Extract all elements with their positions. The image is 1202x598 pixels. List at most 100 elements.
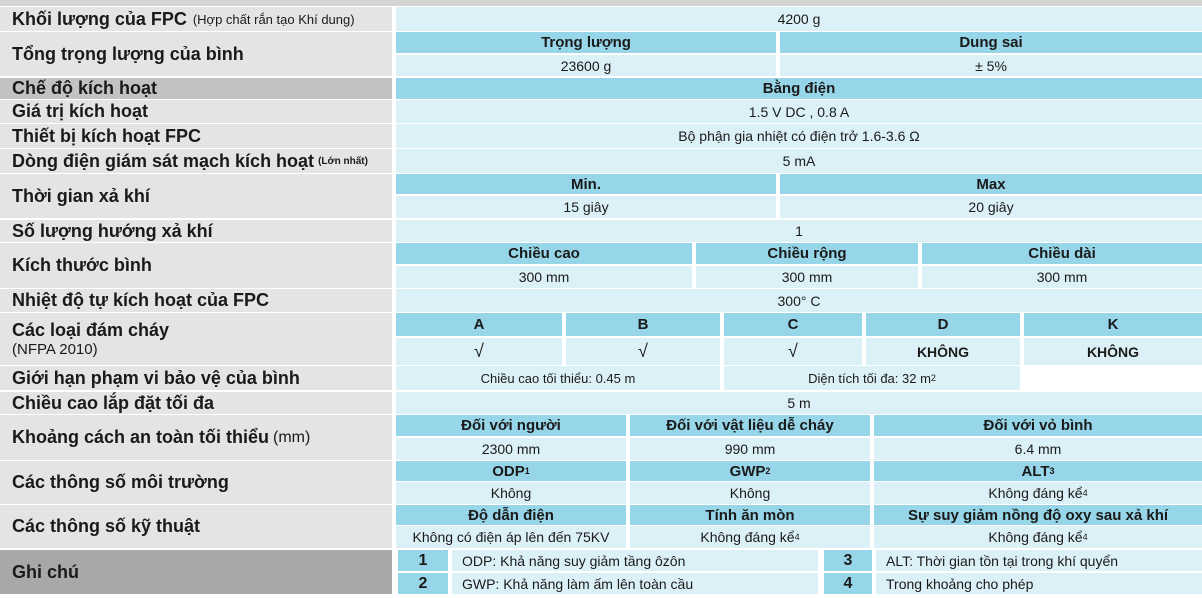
value-oxygen: Không đáng kể 4: [874, 526, 1202, 548]
header-min: Min.: [396, 174, 776, 194]
header-height: Chiều cao: [396, 243, 692, 264]
header-odp: ODP 1: [396, 461, 626, 481]
value-housing: 6.4 mm: [874, 438, 1202, 460]
value-tolerance: ± 5%: [780, 55, 1202, 76]
note-4-number: 4: [824, 573, 872, 594]
value-max-area-text: Diện tích tối đa: 32 m: [808, 370, 931, 386]
label-self-activation: Nhiệt độ tự kích hoạt của FPC: [0, 289, 392, 312]
value-people: 2300 mm: [396, 438, 626, 460]
header-corrosion: Tính ăn mòn: [630, 505, 870, 525]
header-weight: Trọng lượng: [396, 32, 776, 53]
header-length: Chiều dài: [922, 243, 1202, 264]
value-height: 300 mm: [396, 266, 692, 288]
value-width: 300 mm: [696, 266, 918, 288]
header-class-b: B: [566, 313, 720, 336]
value-activation-value: 1.5 V DC , 0.8 A: [396, 100, 1202, 123]
label-safe-distance-unit: (mm): [273, 428, 311, 446]
label-technical: Các thông số kỹ thuật: [0, 505, 392, 548]
label-mass-fpc: Khối lượng của FPC (Hợp chất rắn tạo Khí…: [0, 7, 392, 31]
label-monitor-current-note: (Lớn nhất): [318, 155, 368, 167]
label-safe-distance-text: Khoảng cách an toàn tối thiểu: [12, 427, 270, 447]
header-width: Chiều rộng: [696, 243, 918, 264]
header-housing: Đối với vỏ bình: [874, 415, 1202, 436]
header-tolerance: Dung sai: [780, 32, 1202, 53]
value-odp: Không: [396, 482, 626, 504]
header-odp-text: ODP: [492, 462, 525, 480]
header-alt-sup: 3: [1049, 466, 1055, 476]
header-class-d: D: [866, 313, 1020, 336]
value-combustible: 990 mm: [630, 438, 870, 460]
label-monitor-current-text: Dòng điện giám sát mạch kích hoạt: [12, 150, 315, 171]
value-min-height: Chiều cao tối thiểu: 0.45 m: [396, 366, 720, 390]
label-activation-mode: Chế độ kích hoạt: [0, 78, 392, 99]
value-max-height: 5 m: [396, 392, 1202, 414]
header-gwp-sup: 2: [765, 466, 771, 476]
header-combustible: Đối với vật liệu dễ cháy: [630, 415, 870, 436]
value-alt: Không đáng kể 4: [874, 482, 1202, 504]
header-max: Max: [780, 174, 1202, 194]
value-length: 300 mm: [922, 266, 1202, 288]
value-class-k: KHÔNG: [1024, 338, 1202, 365]
note-3-number: 3: [824, 550, 872, 571]
header-gwp-text: GWP: [729, 462, 766, 480]
value-max-area-sup: 2: [930, 373, 936, 383]
label-fire-classes-text: Các loại đám cháy: [12, 320, 170, 340]
note-3-text: ALT: Thời gian tồn tại trong khí quyển: [876, 550, 1202, 571]
header-oxygen: Sự suy giảm nồng độ oxy sau xả khí: [874, 505, 1202, 525]
label-fire-classes-note: (NFPA 2010): [12, 341, 98, 358]
label-mass-fpc-note: (Hợp chất rắn tạo Khí dung): [192, 11, 355, 27]
value-conductivity: Không có điện áp lên đến 75KV: [396, 526, 626, 548]
label-discharge-time: Thời gian xả khí: [0, 174, 392, 218]
label-discharge-dirs: Số lượng hướng xả khí: [0, 220, 392, 242]
label-safe-distance: Khoảng cách an toàn tối thiểu (mm): [0, 415, 392, 460]
note-2-number: 2: [398, 573, 448, 594]
value-oxygen-text: Không đáng kể: [988, 529, 1083, 545]
check-class-b: √: [566, 338, 720, 365]
top-strip: [0, 0, 1202, 6]
label-max-height: Chiều cao lắp đặt tối đa: [0, 392, 392, 414]
value-monitor-current: 5 mA: [396, 149, 1202, 173]
value-self-activation: 300° C: [396, 289, 1202, 312]
note-4-text: Trong khoảng cho phép: [876, 573, 1202, 594]
value-alt-text: Không đáng kể: [988, 485, 1083, 501]
value-corrosion: Không đáng kể 4: [630, 526, 870, 548]
header-alt: ALT 3: [874, 461, 1202, 481]
value-activation-device: Bộ phận gia nhiệt có điện trở 1.6-3.6 Ω: [396, 124, 1202, 148]
value-class-d: KHÔNG: [866, 338, 1020, 365]
value-oxygen-sup: 4: [1082, 532, 1088, 542]
header-class-c: C: [724, 313, 862, 336]
note-1-text: ODP: Khả năng suy giảm tầng ôzôn: [452, 550, 818, 571]
value-activation-mode: Bằng điện: [396, 78, 1202, 99]
label-coverage-limit: Giới hạn phạm vi bảo vệ của bình: [0, 366, 392, 390]
value-corrosion-sup: 4: [794, 532, 800, 542]
label-monitor-current: Dòng điện giám sát mạch kích hoạt (Lớn n…: [0, 149, 392, 173]
header-alt-text: ALT: [1021, 462, 1050, 480]
check-class-a: √: [396, 338, 562, 365]
value-weight: 23600 g: [396, 55, 776, 76]
value-mass-fpc: 4200 g: [396, 7, 1202, 31]
header-gwp: GWP 2: [630, 461, 870, 481]
value-discharge-dirs: 1: [396, 220, 1202, 242]
check-class-c: √: [724, 338, 862, 365]
label-size: Kích thước bình: [0, 243, 392, 288]
label-total-weight: Tổng trọng lượng của bình: [0, 32, 392, 76]
header-class-k: K: [1024, 313, 1202, 336]
value-max-time: 20 giây: [780, 196, 1202, 218]
label-notes: Ghi chú: [0, 550, 392, 594]
label-environment: Các thông số môi trường: [0, 461, 392, 504]
label-activation-value: Giá trị kích hoạt: [0, 100, 392, 123]
header-class-a: A: [396, 313, 562, 336]
note-2-text: GWP: Khả năng làm ấm lên toàn cầu: [452, 573, 818, 594]
label-activation-device: Thiết bị kích hoạt FPC: [0, 124, 392, 148]
value-min-time: 15 giây: [396, 196, 776, 218]
header-people: Đối với người: [396, 415, 626, 436]
header-odp-sup: 1: [524, 466, 530, 476]
label-fire-classes: Các loại đám cháy (NFPA 2010): [0, 313, 392, 365]
header-conductivity: Độ dẫn điện: [396, 505, 626, 525]
value-corrosion-text: Không đáng kể: [700, 529, 795, 545]
value-gwp: Không: [630, 482, 870, 504]
value-alt-sup: 4: [1082, 488, 1088, 498]
label-mass-fpc-text: Khối lượng của FPC: [12, 8, 187, 29]
note-1-number: 1: [398, 550, 448, 571]
